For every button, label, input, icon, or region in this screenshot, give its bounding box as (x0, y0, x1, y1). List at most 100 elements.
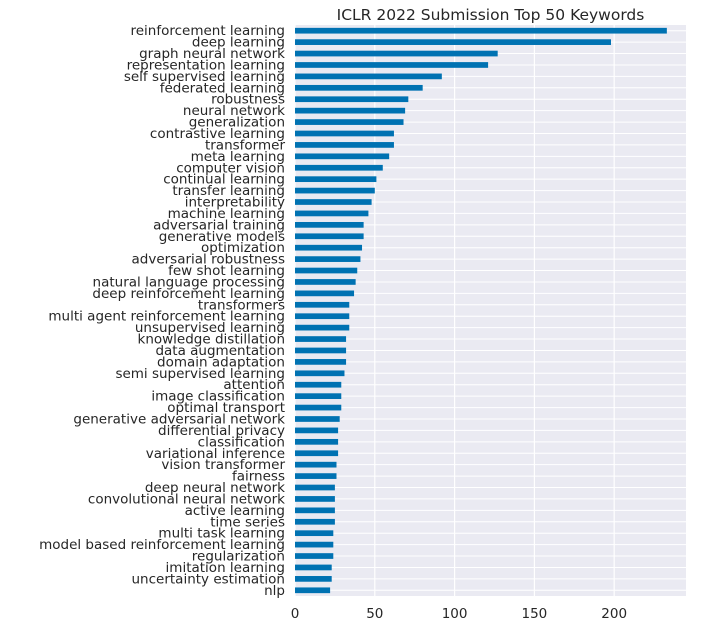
bar (295, 370, 345, 377)
bar (295, 484, 335, 491)
category-label: nlp (264, 583, 285, 599)
category-label: deep learning (192, 35, 285, 51)
bar (295, 438, 339, 445)
bar (295, 267, 358, 274)
x-axis-ticks: 0 50 100 150 200 (291, 606, 627, 622)
category-label: computer vision (176, 160, 285, 176)
category-label: variational inference (146, 446, 285, 462)
category-label: contrastive learning (150, 126, 285, 142)
x-tick-label: 200 (601, 606, 627, 622)
category-label: transformers (198, 297, 285, 313)
category-label: transfer learning (172, 183, 285, 199)
category-label: federated learning (160, 80, 285, 96)
bar (295, 507, 335, 514)
bar (295, 187, 375, 194)
bar (295, 530, 334, 537)
bar (295, 301, 350, 308)
category-label: regularization (192, 549, 285, 565)
bar (295, 199, 372, 205)
x-tick-label: 50 (366, 606, 383, 622)
bar (295, 393, 342, 400)
category-label: generative models (159, 229, 285, 245)
category-label: transformer (205, 137, 285, 153)
bar (295, 27, 667, 34)
bar (295, 450, 339, 457)
category-label: imitation learning (166, 560, 285, 576)
bar (295, 427, 339, 434)
bar (295, 279, 356, 285)
bar (295, 313, 350, 320)
bar (295, 142, 394, 148)
category-label: optimization (201, 240, 285, 256)
category-label: data augmentation (155, 343, 285, 359)
bar (295, 587, 331, 594)
bar (295, 73, 442, 80)
bar (295, 39, 611, 45)
bar (295, 381, 342, 388)
category-label: graph neural network (139, 46, 285, 62)
bar (295, 210, 369, 217)
category-label: uncertainty estimation (131, 571, 285, 587)
bar (295, 461, 337, 468)
x-tick-label: 100 (442, 606, 468, 622)
category-label: representation learning (127, 57, 285, 73)
bar (295, 473, 337, 479)
category-label: meta learning (191, 149, 285, 165)
bar (295, 553, 334, 559)
category-label: classification (198, 434, 285, 450)
x-tick-label: 150 (521, 606, 547, 622)
bar (295, 153, 390, 160)
category-label: few shot learning (168, 263, 285, 279)
bars (295, 27, 667, 594)
category-label: reinforcement learning (130, 23, 285, 39)
category-label: time series (210, 514, 285, 530)
bar (295, 50, 498, 57)
category-label: unsupervised learning (135, 320, 285, 336)
bar (295, 96, 409, 103)
bar (295, 416, 340, 422)
bar (295, 290, 355, 297)
bar (295, 176, 377, 183)
bar (295, 130, 394, 137)
category-label: fairness (232, 469, 285, 485)
bar (295, 233, 364, 240)
category-label: semi supervised learning (115, 366, 285, 382)
category-label: image classification (151, 389, 285, 405)
bar (295, 564, 332, 571)
bar (295, 244, 363, 251)
category-label: knowledge distillation (138, 332, 286, 348)
category-label: continual learning (163, 172, 285, 188)
category-label: adversarial robustness (131, 252, 285, 268)
bar (295, 576, 332, 582)
bar (295, 496, 335, 502)
bar (295, 84, 423, 91)
category-label: vision transformer (161, 457, 285, 473)
bar (295, 518, 335, 525)
bar (295, 359, 347, 365)
category-label: robustness (211, 92, 285, 108)
category-label: machine learning (168, 206, 285, 222)
bar (295, 324, 350, 331)
bar (295, 221, 364, 228)
category-label: generative adversarial network (73, 411, 285, 427)
category-label: interpretability (185, 195, 285, 211)
category-label: optimal transport (167, 400, 285, 416)
category-label: adversarial training (153, 217, 285, 233)
category-label: convolutional neural network (88, 491, 285, 507)
category-label: multi agent reinforcement learning (48, 309, 285, 325)
bar (295, 107, 406, 114)
bar (295, 347, 347, 354)
category-label: neural network (183, 103, 285, 119)
category-label: domain adaptation (157, 354, 285, 370)
x-tick-label: 0 (291, 606, 300, 622)
category-label: active learning (185, 503, 285, 519)
category-label: natural language processing (93, 274, 285, 290)
bar (295, 164, 383, 171)
chart-title: ICLR 2022 Submission Top 50 Keywords (337, 6, 645, 24)
bar (295, 404, 342, 411)
category-label: attention (223, 377, 285, 393)
category-label: deep neural network (145, 480, 285, 496)
bar (295, 541, 334, 548)
